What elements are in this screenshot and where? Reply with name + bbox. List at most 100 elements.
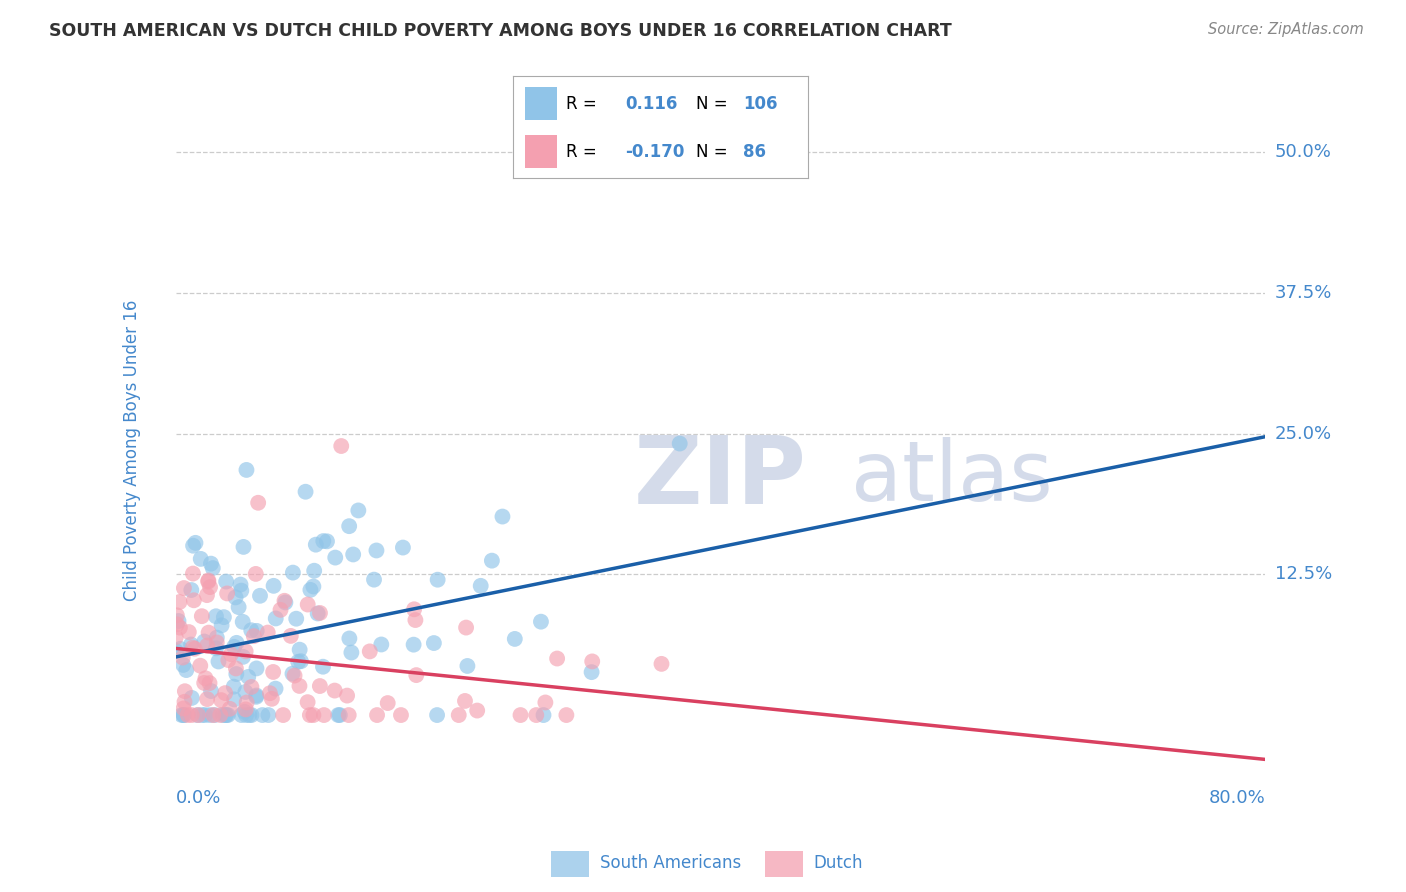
Point [197, 625, 219, 640]
Point [337, 708, 360, 723]
Text: South Americans: South Americans [599, 854, 741, 872]
Point [224, 692, 246, 706]
Text: SOUTH AMERICAN VS DUTCH CHILD POVERTY AMONG BOYS UNDER 16 CORRELATION CHART: SOUTH AMERICAN VS DUTCH CHILD POVERTY AM… [49, 22, 952, 40]
Point [202, 708, 225, 723]
Point [232, 540, 254, 554]
Text: N =: N = [696, 143, 728, 161]
Point [312, 534, 335, 549]
Point [197, 574, 219, 588]
Text: 0.0%: 0.0% [176, 789, 221, 807]
Text: 80.0%: 80.0% [1209, 789, 1265, 807]
Point [231, 708, 253, 723]
Point [238, 670, 260, 684]
Point [312, 659, 335, 673]
Point [184, 641, 207, 656]
Point [235, 708, 257, 723]
Point [245, 566, 267, 581]
Point [668, 436, 690, 450]
Text: Dutch: Dutch [813, 854, 863, 872]
Point [392, 541, 415, 555]
Point [287, 655, 309, 669]
Point [377, 696, 399, 710]
Point [173, 708, 195, 723]
Point [257, 708, 280, 723]
Point [309, 679, 332, 693]
Point [307, 607, 329, 621]
Point [305, 538, 328, 552]
Point [198, 708, 221, 723]
Point [180, 708, 202, 723]
FancyBboxPatch shape [524, 136, 557, 168]
Point [235, 695, 257, 709]
Point [245, 661, 267, 675]
Point [456, 621, 478, 635]
Point [426, 573, 449, 587]
Point [404, 613, 426, 627]
Point [187, 708, 209, 723]
Point [283, 668, 305, 682]
Point [193, 634, 215, 648]
Point [264, 611, 287, 625]
Point [209, 693, 232, 707]
Point [190, 552, 212, 566]
Text: atlas: atlas [852, 437, 1053, 518]
Point [205, 635, 228, 649]
Point [271, 708, 294, 723]
Point [173, 684, 195, 698]
Point [232, 615, 254, 629]
Point [340, 646, 363, 660]
Point [184, 536, 207, 550]
Point [302, 708, 325, 723]
Point [370, 638, 392, 652]
Point [209, 708, 232, 723]
Point [336, 689, 359, 703]
Point [180, 582, 202, 597]
Point [363, 573, 385, 587]
Point [181, 566, 204, 581]
Point [245, 689, 267, 703]
Text: R =: R = [567, 143, 598, 161]
Point [198, 676, 221, 690]
Point [280, 629, 302, 643]
Point [404, 602, 426, 616]
Point [405, 668, 427, 682]
Point [342, 548, 364, 562]
Point [309, 606, 332, 620]
Point [212, 708, 235, 723]
Point [200, 684, 222, 698]
Point [214, 686, 236, 700]
Point [211, 618, 233, 632]
Point [402, 638, 425, 652]
Point [481, 554, 503, 568]
Point [366, 543, 388, 558]
Point [297, 598, 319, 612]
Point [217, 586, 239, 600]
Point [273, 594, 295, 608]
Text: 25.0%: 25.0% [1275, 425, 1331, 442]
Point [285, 612, 308, 626]
Point [298, 708, 321, 723]
Point [205, 641, 228, 656]
Point [205, 609, 228, 624]
Point [533, 708, 555, 723]
Point [302, 579, 325, 593]
Point [215, 574, 238, 589]
Point [281, 566, 304, 580]
Point [240, 624, 263, 638]
Text: ZIP: ZIP [633, 432, 806, 524]
Point [316, 534, 339, 549]
Text: 86: 86 [744, 143, 766, 161]
Point [243, 629, 266, 643]
Point [456, 659, 478, 673]
Point [366, 708, 388, 723]
Point [225, 636, 247, 650]
Point [297, 695, 319, 709]
Point [302, 564, 325, 578]
Point [259, 686, 281, 700]
Point [169, 641, 191, 656]
Point [530, 615, 553, 629]
Text: 12.5%: 12.5% [1275, 566, 1331, 583]
Point [312, 708, 335, 723]
Point [423, 636, 446, 650]
Point [238, 708, 260, 723]
